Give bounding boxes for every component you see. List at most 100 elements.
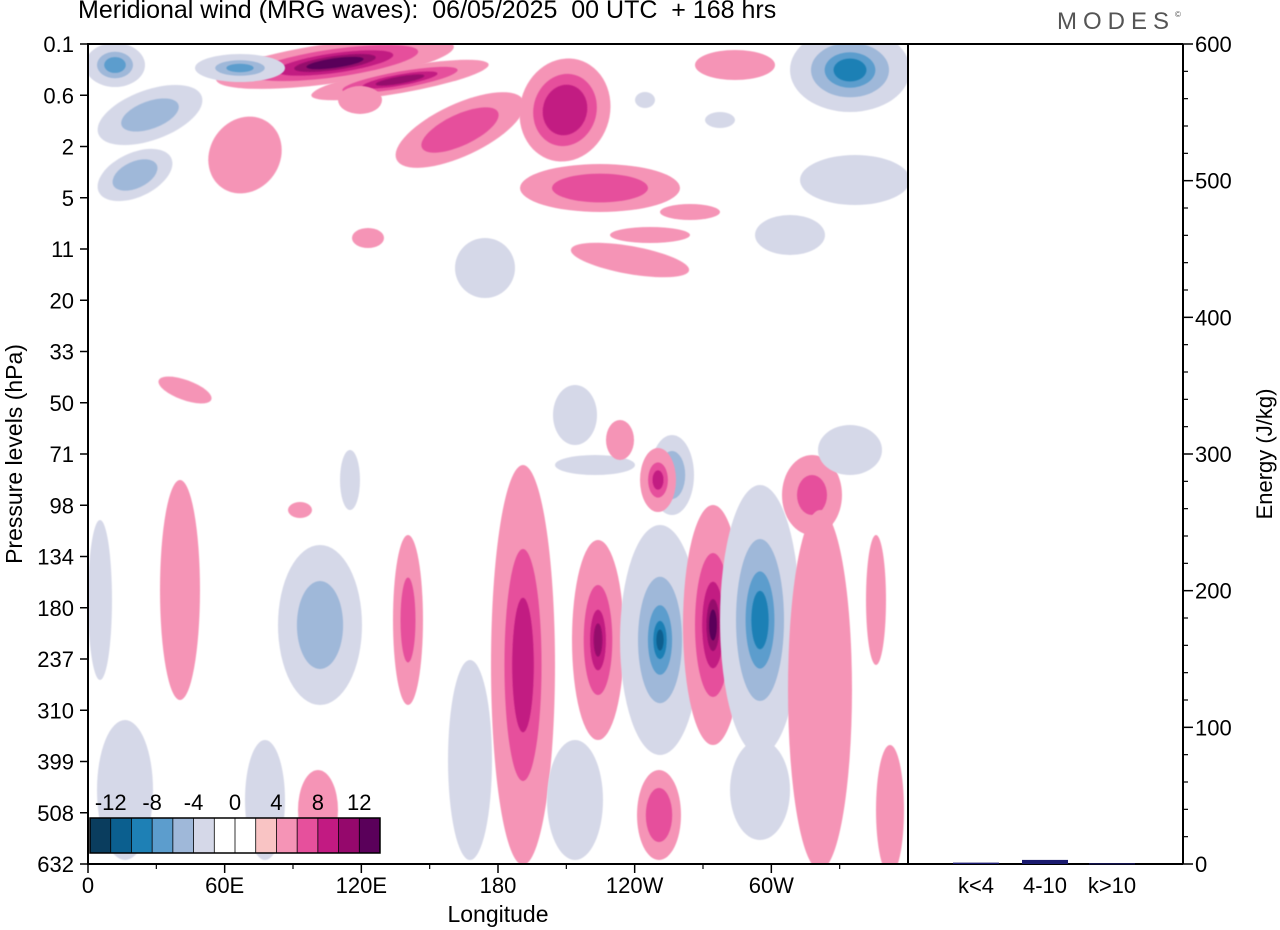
energy-category-label: k<4 [958, 873, 994, 898]
energy-tick-label: 300 [1195, 442, 1232, 467]
contour-level [375, 74, 425, 86]
contour-level [400, 577, 416, 663]
y-tick-label: 134 [37, 545, 74, 570]
energy-tick-label: 200 [1195, 579, 1232, 604]
colorbar-swatch [172, 818, 195, 853]
y-tick-label: 399 [37, 750, 74, 775]
colorbar-label: -12 [95, 790, 127, 815]
colorbar: -12 -8 -4 0 4 8 12 [89, 790, 381, 854]
contour-level [695, 50, 775, 80]
contour-level [455, 238, 515, 298]
y-tick-label: 632 [37, 852, 74, 877]
x-tick-label: 60W [749, 873, 794, 898]
contour-group [553, 385, 597, 445]
energy-bar [953, 862, 999, 864]
contour-group [620, 525, 700, 755]
y-tick-label: 50 [50, 391, 74, 416]
colorbar-swatch [338, 818, 360, 853]
contour-level [158, 376, 212, 404]
contour-group [97, 148, 173, 202]
contour-group [352, 228, 384, 248]
x-tick-label: 120W [606, 873, 664, 898]
contour-group [288, 502, 312, 518]
contour-level [552, 173, 648, 203]
contour-level [421, 107, 499, 153]
contour-level [606, 420, 634, 460]
colorbar-swatch [317, 818, 340, 853]
x-axis-label: Longitude [447, 901, 548, 927]
contour-group [660, 204, 720, 220]
contour-group [730, 740, 790, 840]
contour-level [555, 455, 635, 475]
contour-level [833, 58, 867, 82]
energy-tick-label: 400 [1195, 305, 1232, 330]
contour-level [542, 84, 588, 136]
colorbar-swatch [110, 818, 132, 853]
contour-level [730, 740, 790, 840]
contour-group [876, 745, 904, 864]
y-tick-label: 0.1 [43, 32, 74, 57]
contour-group [455, 238, 515, 298]
contour-level [208, 116, 282, 194]
y-tick-label: 237 [37, 647, 74, 672]
colorbar-swatch [255, 818, 277, 853]
contour-level [121, 98, 179, 132]
x-tick-label: 180 [480, 873, 517, 898]
contour-level [570, 242, 690, 278]
contour-group [160, 480, 200, 700]
contour-level [593, 623, 603, 657]
contour-level [876, 745, 904, 864]
energy-category-label: 4-10 [1023, 873, 1067, 898]
contour-level [788, 510, 852, 864]
contour-level [112, 159, 158, 191]
y-tick-label: 33 [50, 340, 74, 365]
contour-level [512, 597, 534, 733]
colorbar-label: 4 [270, 790, 282, 815]
energy-tick-label: 600 [1195, 32, 1232, 57]
contour-group [555, 455, 635, 475]
contour-group [195, 54, 285, 82]
contour-group [547, 740, 603, 860]
contour-level [800, 155, 908, 205]
energy-bar [1089, 863, 1135, 865]
contour-group [278, 545, 362, 705]
y-tick-label: 508 [37, 801, 74, 826]
contour-group [158, 376, 212, 404]
contour-level [755, 215, 825, 255]
contour-level [553, 385, 597, 445]
contour-group [635, 92, 655, 108]
y-tick-label: 5 [62, 186, 74, 211]
contour-group [606, 420, 634, 460]
energy-tick-label: 100 [1195, 715, 1232, 740]
axes: 0.1 0.6 2 5 11 20 33 50 71 98 134 180 237 310 399 508 63… [1, 32, 909, 927]
energy-tick-label: 0 [1195, 852, 1207, 877]
contour-level [226, 63, 254, 73]
contour-group [695, 50, 775, 80]
x-tick-label: 120E [336, 873, 387, 898]
contour-level [866, 535, 886, 665]
contour-group [572, 540, 624, 740]
contour-group [448, 660, 492, 860]
colorbar-swatch [131, 818, 153, 853]
contour-level [306, 56, 364, 70]
brand-mark: © [1175, 10, 1181, 19]
contour-group [788, 510, 852, 864]
contour-level [352, 228, 384, 248]
contour-group [637, 770, 681, 860]
contour-group [393, 535, 423, 705]
y-tick-label: 20 [50, 288, 74, 313]
contour-group [790, 44, 908, 112]
contour-level [338, 86, 382, 114]
y-tick-label: 0.6 [43, 83, 74, 108]
colorbar-swatch [297, 818, 319, 853]
y-tick-label: 180 [37, 596, 74, 621]
colorbar-swatch [235, 818, 257, 853]
contour-level [705, 112, 735, 128]
contour-group [800, 155, 908, 205]
energy-panel: 0 100 200 300 400 500 600 k<4 4-10 k>10 Energy (J/… [908, 32, 1277, 898]
energy-axis-label: Energy (J/kg) [1252, 389, 1277, 520]
x-tick-label: 0 [82, 873, 94, 898]
y-axis-label: Pressure levels (hPa) [1, 344, 27, 564]
contour-group [491, 465, 555, 864]
